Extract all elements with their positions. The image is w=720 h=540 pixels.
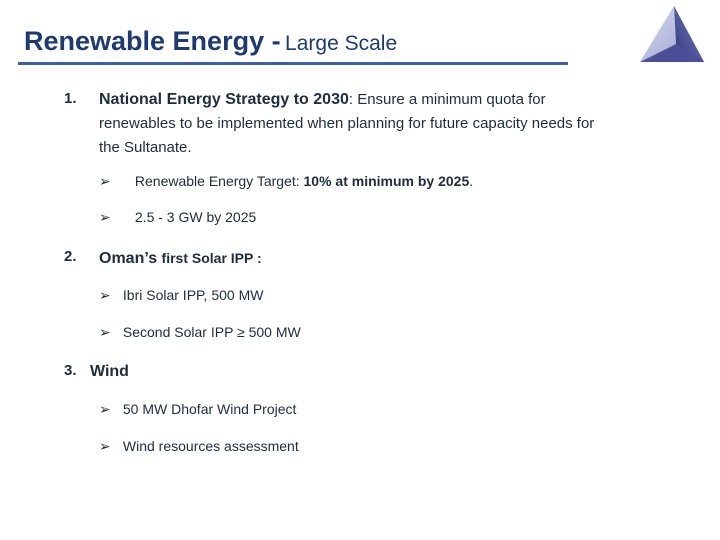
list-item: ➢ 50 MW Dhofar Wind Project [99, 401, 296, 418]
list-item: ➢ Renewable Energy Target: 10% at minimu… [99, 173, 473, 190]
section-3-heading: Wind [90, 363, 129, 380]
section-2-heading-line: Oman’s first Solar IPP : [99, 246, 262, 271]
triangle-logo-icon [640, 6, 704, 62]
section-1-text-line1: : Ensure a minimum quota for [348, 91, 546, 108]
list-item: ➢ 2.5 - 3 GW by 2025 [99, 209, 256, 226]
section-1-heading: National Energy Strategy to 2030 [99, 91, 349, 108]
title-subtitle: Large Scale [285, 32, 398, 55]
section-3-number: 3. [64, 362, 77, 379]
section-2-heading-small: first Solar IPP : [161, 250, 262, 266]
page-title: Renewable Energy - Large Scale [24, 26, 397, 57]
title-main: Renewable Energy - [24, 26, 281, 56]
arrow-bullet-icon: ➢ [99, 287, 111, 303]
section-3-bullet-2: Wind resources assessment [122, 438, 299, 454]
bullet-1-prefix: Renewable Energy Target: [134, 173, 304, 189]
section-2-number: 2. [64, 248, 77, 265]
arrow-bullet-icon: ➢ [99, 173, 111, 189]
section-1-number: 1. [64, 90, 77, 107]
section-1-text-line2: renewables to be implemented when planni… [99, 115, 595, 132]
arrow-bullet-icon: ➢ [99, 324, 111, 340]
arrow-bullet-icon: ➢ [99, 438, 111, 454]
title-underline [18, 62, 568, 65]
section-3-heading-line: Wind [90, 360, 129, 384]
arrow-bullet-icon: ➢ [99, 401, 111, 417]
section-3-bullet-1: 50 MW Dhofar Wind Project [122, 401, 297, 417]
arrow-bullet-icon: ➢ [99, 209, 111, 225]
bullet-1-suffix: . [469, 173, 474, 189]
section-1-text-line3: the Sultanate. [99, 139, 192, 156]
section-1-text: National Energy Strategy to 2030: Ensure… [99, 88, 699, 160]
list-item: ➢ Second Solar IPP ≥ 500 MW [99, 324, 301, 341]
section-2-bullet-2: Second Solar IPP ≥ 500 MW [122, 324, 301, 340]
bullet-1-bold: 10% at minimum by 2025 [303, 173, 470, 189]
section-2-heading: Oman’s [99, 250, 162, 267]
list-item: ➢ Wind resources assessment [99, 438, 299, 455]
section-2-bullet-1: Ibri Solar IPP, 500 MW [122, 287, 264, 303]
bullet-2-text: 2.5 - 3 GW by 2025 [134, 209, 257, 225]
list-item: ➢ Ibri Solar IPP, 500 MW [99, 287, 263, 304]
